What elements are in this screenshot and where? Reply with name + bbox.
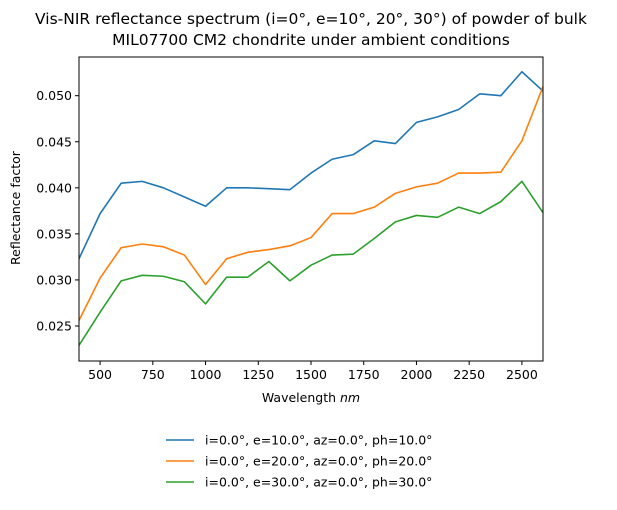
x-tick-label: 750 xyxy=(141,367,165,382)
legend-label-1: i=0.0°, e=10.0°, az=0.0°, ph=10.0° xyxy=(205,433,432,448)
legend: i=0.0°, e=10.0°, az=0.0°, ph=10.0° i=0.0°… xyxy=(166,433,432,490)
y-tick-label: 0.050 xyxy=(36,88,72,103)
x-tick-label: 2250 xyxy=(453,367,485,382)
chart-title-line-1: Vis-NIR reflectance spectrum (i=0°, e=10… xyxy=(35,10,587,28)
x-tick-label: 2500 xyxy=(506,367,538,382)
plot-frame xyxy=(78,56,544,362)
series-line-1 xyxy=(79,70,543,260)
x-tick-label: 1000 xyxy=(190,367,222,382)
x-axis-label-text: Wavelength xyxy=(262,390,340,405)
y-tick-label: 0.030 xyxy=(36,272,72,287)
x-tick-label: 2000 xyxy=(401,367,433,382)
y-tick-label: 0.040 xyxy=(36,180,72,195)
y-tick-label: 0.035 xyxy=(36,226,72,241)
y-axis-ticks: 0.025 0.030 0.035 0.040 0.045 0.050 xyxy=(36,88,79,333)
x-axis-label-unit: nm xyxy=(340,390,360,405)
x-tick-label: 1500 xyxy=(295,367,327,382)
chart-title-line-2: MIL07700 CM2 chondrite under ambient con… xyxy=(112,31,510,49)
series-line-3 xyxy=(79,180,543,347)
x-tick-label: 1250 xyxy=(242,367,274,382)
x-tick-label: 1750 xyxy=(348,367,380,382)
series-layer xyxy=(79,70,543,347)
legend-label-3: i=0.0°, e=30.0°, az=0.0°, ph=30.0° xyxy=(205,475,432,490)
y-axis-label: Reflectance factor xyxy=(8,150,23,265)
legend-label-2: i=0.0°, e=20.0°, az=0.0°, ph=20.0° xyxy=(205,454,432,469)
series-line-2 xyxy=(79,85,543,322)
x-axis-label: Wavelength nm xyxy=(262,390,360,405)
y-tick-label: 0.025 xyxy=(36,318,72,333)
y-tick-label: 0.045 xyxy=(36,134,72,149)
x-tick-label: 500 xyxy=(88,367,112,382)
x-axis-ticks: 500 750 1000 1250 1500 1750 2000 2250 2500 xyxy=(88,361,538,382)
